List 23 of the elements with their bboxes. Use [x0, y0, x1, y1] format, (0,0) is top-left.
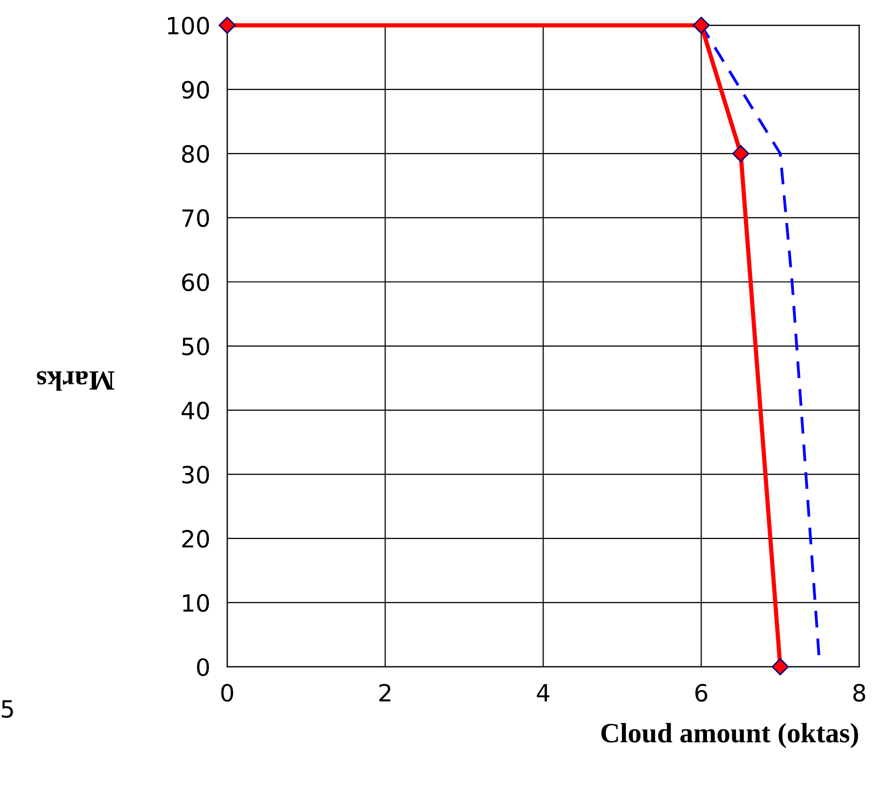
x-tick-label: 2 [379, 684, 390, 702]
x-tick-label: 6 [695, 684, 708, 702]
y-tick-label: 100 [168, 16, 209, 35]
y-tick-label: 70 [182, 209, 209, 228]
point [732, 145, 750, 162]
x-tick-label: 8 [853, 684, 866, 702]
point [772, 658, 789, 676]
y-tick-label: 80 [182, 145, 209, 163]
point [692, 16, 710, 34]
x-axis-title: Cloud amount (oktas) [601, 722, 858, 748]
y-axis-title: Marks [36, 371, 114, 391]
x-tick-label: 0 [221, 684, 234, 702]
y-tick-label: 10 [183, 594, 209, 612]
y-tick-label: 40 [182, 402, 209, 420]
text: 5 [2, 700, 13, 718]
y-tick-label: 90 [182, 80, 209, 99]
y-tick-label: 30 [182, 466, 209, 484]
y-tick-label: 50 [182, 337, 209, 356]
x-tick-label: 4 [536, 684, 550, 702]
point [218, 16, 236, 34]
y-tick-label: 20 [182, 530, 209, 548]
y-tick-label: 0 [197, 658, 209, 676]
y-tick-label: 60 [182, 273, 209, 292]
